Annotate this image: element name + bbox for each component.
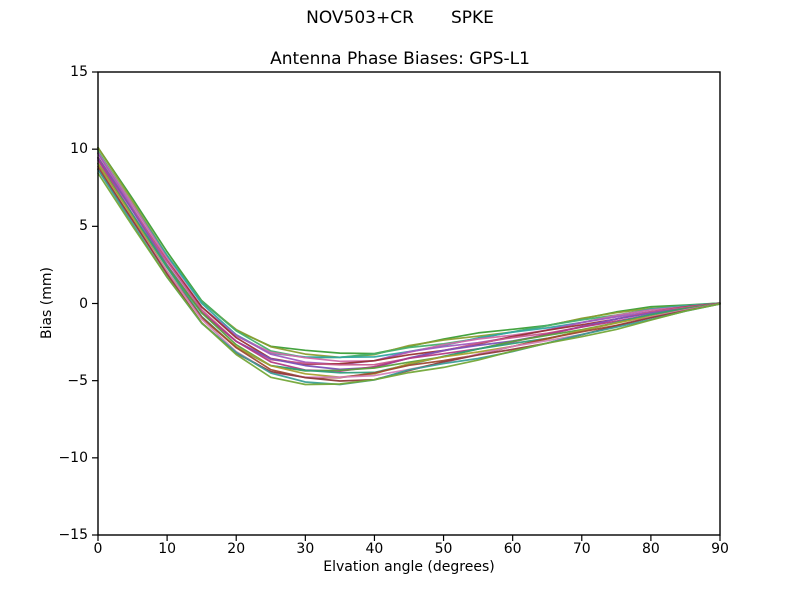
x-tick-label: 30	[296, 541, 315, 557]
bias-curve	[97, 172, 721, 386]
y-tick-label: −5	[67, 372, 88, 389]
y-axis-label-text: Bias (mm)	[39, 266, 55, 340]
bias-curve	[97, 157, 721, 366]
x-tick-label: 10	[158, 541, 177, 557]
x-axis-label: Elvation angle (degrees)	[323, 559, 495, 575]
bias-curve	[97, 162, 721, 372]
bias-curve	[97, 157, 721, 371]
y-tick-label: −10	[58, 449, 88, 466]
bias-curve	[97, 159, 721, 373]
x-tick-label: 20	[227, 541, 246, 557]
x-tick-label: 90	[711, 541, 729, 557]
y-tick-label: 15	[70, 64, 88, 80]
bias-curve	[97, 151, 721, 363]
y-tick-label: 10	[70, 141, 88, 158]
chart-subtitle: Antenna Phase Biases: GPS-L1	[270, 49, 530, 69]
bias-curve	[97, 162, 721, 374]
x-tick-label: 60	[503, 541, 522, 557]
x-tick-label: 50	[434, 541, 453, 557]
x-tick-label: 80	[641, 541, 660, 557]
x-tick-label: 70	[572, 541, 591, 557]
chart-title-station: SPKE	[450, 8, 494, 28]
chart-title-receiver: NOV503+CR	[306, 8, 414, 28]
x-tick-label: 0	[93, 541, 103, 557]
bias-curve	[97, 156, 721, 366]
chart-title: NOV503+CR SPKE	[0, 8, 800, 28]
bias-curve	[97, 168, 721, 382]
y-tick-label: −15	[58, 527, 88, 543]
y-tick-label: 0	[79, 295, 88, 312]
y-tick-label: 5	[79, 218, 88, 235]
bias-curve	[97, 152, 721, 366]
x-tick-label: 40	[365, 541, 384, 557]
